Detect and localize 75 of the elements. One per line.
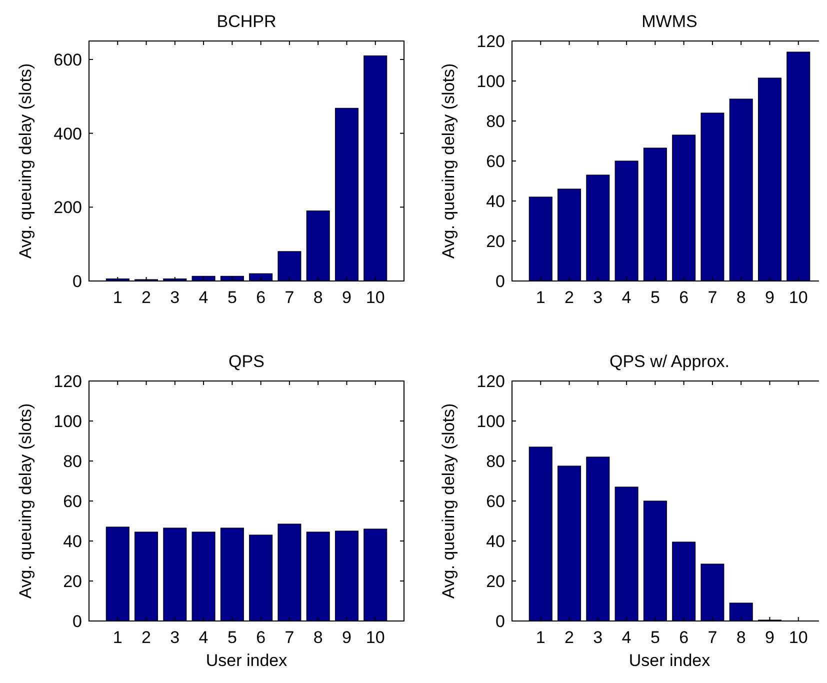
x-tick-label: 10 [788,628,808,647]
x-tick-label: 7 [708,288,718,307]
y-tick-label: 0 [72,272,82,291]
y-tick-label: 600 [54,50,82,70]
x-tick-label: 2 [142,288,152,307]
x-tick-label: 1 [112,628,122,647]
x-tick-label: 8 [736,628,746,647]
x-tick-label: 5 [650,288,660,307]
y-tick-label: 0 [496,272,505,291]
y-tick-label: 0 [72,612,82,631]
chart-title: QPS w/ Approx. [610,352,730,371]
x-tick-label: 9 [764,628,774,647]
x-tick-label: 4 [198,288,208,307]
x-tick-label: 1 [536,628,546,647]
x-tick-label: 5 [227,628,237,647]
x-tick-label: 2 [564,628,574,647]
y-tick-label: 100 [476,412,505,431]
x-tick-label: 3 [170,628,180,647]
x-tick-label: 4 [622,288,632,307]
x-tick-label: 10 [366,628,385,647]
x-tick-label: 2 [564,288,574,307]
x-tick-label: 6 [679,288,689,307]
x-tick-label: 7 [284,288,294,307]
y-tick-label: 60 [486,152,505,171]
y-tick-label: 200 [54,198,82,218]
x-tick-label: 7 [284,628,294,647]
x-tick-label: 3 [170,288,180,307]
x-tick-label: 6 [679,628,689,647]
y-tick-label: 120 [54,372,82,391]
x-tick-label: 2 [142,628,152,647]
y-tick-label: 0 [496,612,505,631]
x-tick-label: 4 [198,628,208,647]
y-axis-title: Avg. queuing delay (slots) [439,63,458,259]
x-tick-label: 1 [536,288,546,307]
y-tick-label: 120 [476,32,505,51]
y-tick-label: 80 [486,112,505,131]
y-tick-label: 100 [54,412,82,431]
x-tick-label: 1 [112,288,122,307]
y-tick-label: 80 [486,452,505,471]
chart-title: BCHPR [216,12,276,31]
x-tick-label: 9 [342,628,352,647]
x-tick-label: 4 [622,628,632,647]
y-tick-label: 60 [63,492,82,511]
x-tick-label: 8 [736,288,746,307]
x-tick-label: 10 [366,288,385,307]
x-axis-title: User index [628,651,711,670]
x-tick-label: 5 [227,288,237,307]
y-tick-label: 40 [63,532,82,551]
y-tick-label: 400 [54,124,82,144]
y-tick-label: 120 [476,372,505,391]
x-tick-label: 5 [650,628,660,647]
x-tick-label: 10 [788,288,808,307]
y-tick-label: 40 [486,192,505,211]
x-tick-label: 6 [256,288,266,307]
x-tick-label: 9 [764,288,774,307]
y-axis-title: Avg. queuing delay (slots) [439,403,458,599]
x-tick-label: 3 [593,288,603,307]
y-tick-label: 80 [63,452,82,471]
y-tick-label: 100 [476,72,505,91]
y-tick-label: 60 [486,492,505,511]
y-tick-label: 40 [486,532,505,551]
y-tick-label: 20 [486,232,505,251]
y-tick-label: 20 [486,572,505,591]
x-tick-label: 9 [342,288,352,307]
x-tick-label: 6 [256,628,266,647]
x-axis-title: User index [206,651,288,670]
y-tick-label: 20 [63,572,82,591]
x-tick-label: 8 [313,628,323,647]
x-tick-label: 7 [708,628,718,647]
y-axis-title: Avg. queuing delay (slots) [16,403,35,599]
x-tick-label: 8 [313,288,323,307]
chart-title: QPS [228,352,264,371]
y-axis-title: Avg. queuing delay (slots) [16,63,35,259]
x-tick-label: 3 [593,628,603,647]
chart-title: MWMS [642,12,698,31]
